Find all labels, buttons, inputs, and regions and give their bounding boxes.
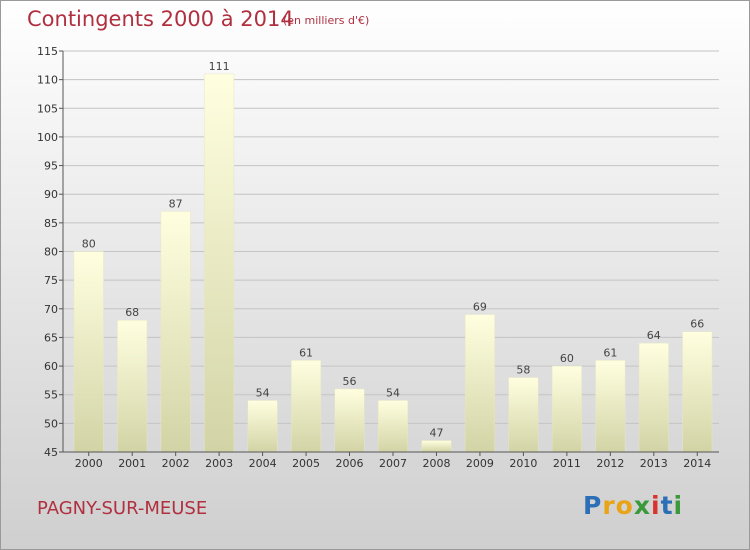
- bar-2000[interactable]: [73, 251, 104, 453]
- bar-2007[interactable]: [377, 400, 409, 453]
- value-label-2007: 54: [386, 386, 400, 399]
- x-tick-label-2012: 2012: [596, 457, 624, 470]
- y-tick-label: 80: [44, 246, 58, 259]
- proxiti-logo[interactable]: Proxiti: [583, 491, 683, 520]
- logo-letter: r: [602, 491, 616, 520]
- bar-2004[interactable]: [247, 400, 278, 453]
- bar-2012[interactable]: [595, 360, 626, 453]
- value-label-2000: 80: [82, 238, 96, 251]
- bar-2005[interactable]: [291, 360, 322, 453]
- x-tick-label-2008: 2008: [422, 457, 450, 470]
- logo-letter: P: [583, 491, 603, 520]
- value-label-2003: 111: [209, 60, 230, 73]
- y-tick-label: 95: [44, 160, 58, 173]
- y-tick-label: 105: [37, 102, 58, 115]
- value-label-2014: 66: [690, 318, 704, 331]
- x-tick-label-2013: 2013: [640, 457, 668, 470]
- bar-2003[interactable]: [204, 73, 235, 453]
- bar-2002[interactable]: [160, 211, 191, 453]
- y-tick-label: 55: [44, 389, 58, 402]
- bar-2009[interactable]: [464, 314, 495, 453]
- x-tick-label-2007: 2007: [379, 457, 407, 470]
- x-tick-label-2003: 2003: [205, 457, 233, 470]
- x-tick-label-2001: 2001: [118, 457, 146, 470]
- x-axis: 2000 2001 2002 2003 2004 2005 2006 2007 2008 2009…: [63, 451, 719, 470]
- y-tick-label: 90: [44, 188, 58, 201]
- value-label-2010: 58: [516, 364, 530, 377]
- y-tick-label: 50: [44, 417, 58, 430]
- bar-2011[interactable]: [551, 365, 582, 453]
- x-tick-label-2010: 2010: [509, 457, 537, 470]
- commune-name: PAGNY-SUR-MEUSE: [37, 498, 208, 519]
- logo-letter: x: [633, 491, 651, 520]
- logo-letter: i: [651, 491, 661, 520]
- x-tick-label-2005: 2005: [292, 457, 320, 470]
- y-axis: 45 50 55 60 65 70 75 80 85 90 95 100 105 110 115: [37, 45, 64, 459]
- y-tick-label: 110: [37, 74, 58, 87]
- y-tick-label: 70: [44, 303, 58, 316]
- value-label-2009: 69: [473, 301, 487, 314]
- value-label-2006: 56: [343, 375, 357, 388]
- value-label-2013: 64: [647, 329, 661, 342]
- bar-2008[interactable]: [421, 440, 452, 453]
- value-label-2002: 87: [169, 197, 183, 210]
- bar-2014[interactable]: [682, 331, 713, 453]
- value-label-2008: 47: [429, 427, 443, 440]
- bar-2013[interactable]: [638, 342, 669, 453]
- x-tick-label-2000: 2000: [75, 457, 103, 470]
- value-label-2011: 60: [560, 352, 574, 365]
- logo-letter: o: [615, 491, 634, 520]
- value-label-2001: 68: [125, 306, 139, 319]
- bar-2010[interactable]: [508, 377, 539, 453]
- chart-title: Contingents 2000 à 2014: [27, 7, 294, 31]
- bars: 80 68 87 111 54 61 56 54 47 69 58 60 61 64 66: [73, 60, 713, 453]
- y-tick-label: 60: [44, 360, 58, 373]
- y-tick-label: 100: [37, 131, 58, 144]
- x-tick-label-2004: 2004: [249, 457, 277, 470]
- y-tick-label: 75: [44, 274, 58, 287]
- bar-2001[interactable]: [117, 319, 148, 453]
- y-tick-label: 65: [44, 331, 58, 344]
- logo-letter: t: [660, 491, 674, 520]
- value-label-2012: 61: [603, 346, 617, 359]
- chart-unit: (en milliers d'€): [283, 14, 370, 27]
- x-tick-label-2014: 2014: [683, 457, 711, 470]
- y-tick-label: 115: [37, 45, 58, 58]
- bar-2006[interactable]: [334, 388, 365, 453]
- y-tick-label: 85: [44, 217, 58, 230]
- x-tick-label-2006: 2006: [336, 457, 364, 470]
- y-tick-label: 45: [44, 446, 58, 459]
- x-tick-label-2009: 2009: [466, 457, 494, 470]
- x-tick-label-2011: 2011: [553, 457, 581, 470]
- logo-letter: i: [673, 491, 684, 520]
- x-tick-label-2002: 2002: [162, 457, 190, 470]
- value-label-2004: 54: [256, 386, 270, 399]
- value-label-2005: 61: [299, 346, 313, 359]
